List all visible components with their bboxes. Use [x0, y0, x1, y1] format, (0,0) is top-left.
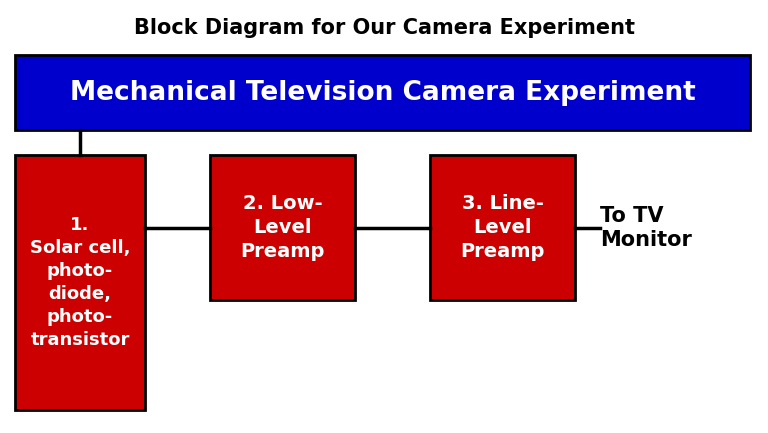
FancyBboxPatch shape [15, 55, 750, 130]
Text: 2. Low-
Level
Preamp: 2. Low- Level Preamp [240, 194, 325, 261]
Text: 1.
Solar cell,
photo-
diode,
photo-
transistor: 1. Solar cell, photo- diode, photo- tran… [30, 216, 131, 349]
FancyBboxPatch shape [15, 155, 145, 410]
Text: Block Diagram for Our Camera Experiment: Block Diagram for Our Camera Experiment [134, 18, 634, 38]
Text: To TV
Monitor: To TV Monitor [600, 207, 692, 249]
FancyBboxPatch shape [430, 155, 575, 300]
Text: Mechanical Television Camera Experiment: Mechanical Television Camera Experiment [70, 80, 695, 106]
Text: 3. Line-
Level
Preamp: 3. Line- Level Preamp [460, 194, 545, 261]
FancyBboxPatch shape [210, 155, 355, 300]
